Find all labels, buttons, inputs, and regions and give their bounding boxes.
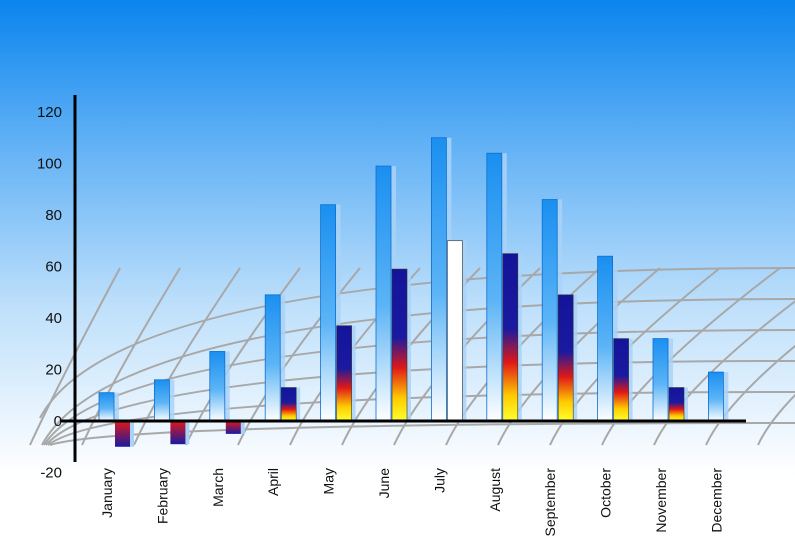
bar-series2-september xyxy=(557,294,574,422)
x-tick-label: February xyxy=(154,468,170,524)
bar-series1-june xyxy=(375,165,392,422)
bar-series1-april xyxy=(264,294,281,422)
bar-series2-july xyxy=(447,240,463,422)
bar-series2-march xyxy=(225,421,241,434)
grid-line xyxy=(653,300,795,446)
bar-series1-january xyxy=(98,392,115,422)
grid-line xyxy=(81,267,181,446)
bar-series1-february xyxy=(153,379,170,422)
grid-line xyxy=(29,267,121,446)
x-tick-label: September xyxy=(542,468,558,537)
x-tick-label: December xyxy=(708,468,724,533)
y-tick-label: 0 xyxy=(54,413,62,430)
bar-series1-august xyxy=(486,152,503,422)
x-tick-label: November xyxy=(653,468,669,533)
bar-series1-november xyxy=(652,338,669,422)
grid-line xyxy=(497,267,661,446)
bar-series1-september xyxy=(541,199,558,422)
grid-line xyxy=(133,267,241,446)
bar-series2-april xyxy=(280,387,297,422)
y-tick-label: 100 xyxy=(37,156,62,173)
x-tick-label: May xyxy=(321,468,337,494)
y-tick-label: 120 xyxy=(37,104,62,121)
bar-series1-december xyxy=(708,371,724,422)
x-tick-label: April xyxy=(265,468,281,496)
grid-arc xyxy=(49,422,795,446)
bar-series2-october xyxy=(613,338,629,422)
y-tick-label: 20 xyxy=(45,362,62,379)
x-tick-label: June xyxy=(376,468,392,499)
bar-series2-august xyxy=(502,253,519,422)
bar-series1-march xyxy=(209,351,226,422)
bar-series1-july xyxy=(430,137,447,422)
bar-series2-january xyxy=(115,421,130,447)
bar-series2-june xyxy=(391,268,408,422)
x-tick-label: August xyxy=(487,468,503,512)
x-tick-label: October xyxy=(598,468,614,518)
grid-line xyxy=(705,344,795,446)
bar-series2-november xyxy=(668,387,685,422)
y-tick-label: -20 xyxy=(40,465,62,482)
bar-series2-february xyxy=(170,421,186,445)
bar-series1-may xyxy=(320,204,337,422)
grid-line xyxy=(757,393,795,446)
x-tick-label: January xyxy=(99,468,115,518)
bar-series1-october xyxy=(597,255,613,422)
x-tick-label: July xyxy=(431,468,447,493)
y-tick-label: 80 xyxy=(45,207,62,224)
y-tick-label: 60 xyxy=(45,259,62,276)
bar-series2-may xyxy=(336,325,352,422)
x-tick-label: March xyxy=(210,468,226,507)
y-tick-label: 40 xyxy=(45,310,62,327)
